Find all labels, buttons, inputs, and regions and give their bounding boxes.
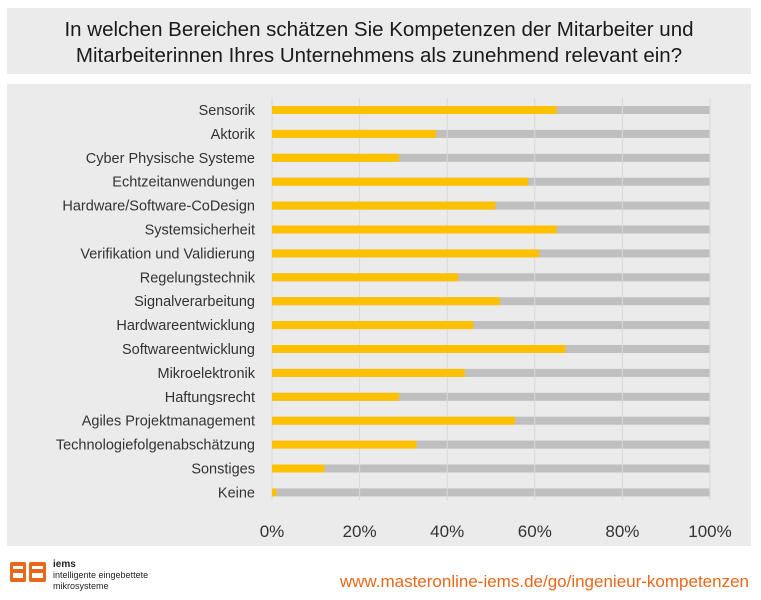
- bar-14: [272, 416, 516, 425]
- bar-1: [272, 106, 557, 114]
- category-label: Hardware/Software-CoDesign: [62, 199, 255, 215]
- x-tick-label: 20%: [343, 522, 377, 541]
- category-label: Systemsicherheit: [145, 223, 255, 239]
- category-label: Regelungstechnik: [140, 270, 256, 286]
- footer-url-link[interactable]: www.masteronline-iems.de/go/ingenieur-ko…: [339, 572, 749, 591]
- category-label: Sensorik: [199, 103, 256, 119]
- bar-track: [272, 464, 710, 473]
- iems-logo-icon: [10, 562, 46, 582]
- bar-chart: Sensorik Aktorik Cyber Physische Systeme Ec…: [56, 98, 732, 541]
- footer-tagline-1: intelligente eingebettete: [53, 570, 149, 580]
- bar-10: [272, 321, 474, 330]
- chart-title-line-1: In welchen Bereichen schätzen Sie Kompet…: [64, 18, 694, 41]
- chart-title: In welchen Bereichen schätzen Sie Kompet…: [7, 17, 751, 69]
- x-tick-label: 0%: [260, 522, 285, 541]
- category-label: Agiles Projektmanagement: [82, 414, 255, 430]
- bar-15: [272, 440, 417, 449]
- x-tick-label: 100%: [688, 522, 731, 541]
- category-label: Aktorik: [211, 127, 256, 143]
- category-label: Echtzeitanwendungen: [112, 175, 255, 191]
- bar-2: [272, 129, 437, 138]
- bar-4: [272, 177, 529, 186]
- x-tick-label: 60%: [518, 522, 552, 541]
- category-label: Technologiefolgenabschätzung: [56, 438, 255, 454]
- bar-16: [272, 464, 325, 473]
- category-label: Hardwareentwicklung: [116, 318, 255, 334]
- category-label: Mikroelektronik: [158, 366, 256, 382]
- footer-brand: iems: [53, 559, 76, 570]
- bar-3: [272, 153, 400, 162]
- bar-17: [272, 488, 277, 497]
- bar-track: [272, 440, 710, 449]
- bar-track: [272, 273, 710, 282]
- title-band: In welchen Bereichen schätzen Sie Kompet…: [7, 8, 751, 74]
- bar-track: [272, 129, 710, 138]
- category-label: Haftungsrecht: [165, 390, 255, 406]
- bar-track: [272, 368, 710, 377]
- bar-7: [272, 249, 540, 258]
- bar-9: [272, 297, 500, 306]
- x-tick-label: 80%: [605, 522, 639, 541]
- bar-track: [272, 321, 710, 330]
- bar-13: [272, 392, 400, 401]
- category-label: Keine: [218, 485, 255, 501]
- bar-track: [272, 488, 710, 497]
- category-label: Sonstiges: [191, 462, 255, 478]
- bar-track: [272, 392, 710, 401]
- category-label: Signalverarbeitung: [134, 294, 255, 310]
- footer-logo-text: iems intelligente eingebettete mikrosyst…: [53, 559, 148, 592]
- bar-12: [272, 368, 465, 377]
- category-label: Softwareentwicklung: [122, 342, 255, 358]
- category-label: Cyber Physische Systeme: [86, 151, 255, 167]
- bar-5: [272, 201, 496, 210]
- bar-11: [272, 345, 566, 353]
- chart-area: Sensorik Aktorik Cyber Physische Systeme Ec…: [7, 84, 751, 546]
- chart-title-line-2: Mitarbeiterinnen Ihres Unternehmens als …: [75, 44, 683, 67]
- x-tick-label: 40%: [430, 522, 464, 541]
- bar-track: [272, 153, 710, 162]
- bar-8: [272, 273, 459, 282]
- footer-tagline-2: mikrosysteme: [53, 581, 109, 591]
- bar-6: [272, 225, 557, 234]
- category-label: Verifikation und Validierung: [80, 246, 255, 262]
